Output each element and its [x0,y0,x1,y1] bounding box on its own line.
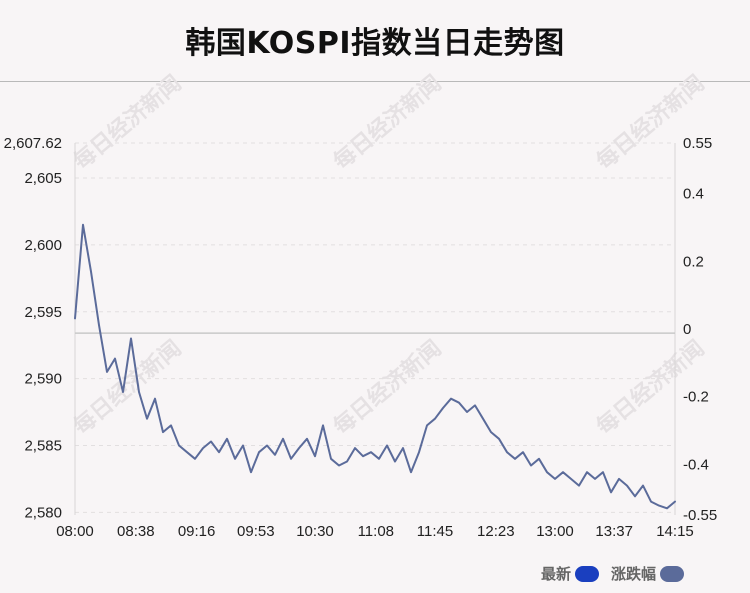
y-left-tick-label: 2,590 [24,371,62,388]
chart-title: 韩国KOSPI指数当日走势图 [185,26,565,61]
watermark-text: 每日经济新闻 [592,335,710,440]
watermark-text: 每日经济新闻 [592,70,710,175]
legend-item-latest[interactable]: 最新 [541,563,599,584]
y-right-tick-label: 0.4 [683,186,704,203]
legend-swatch-change [660,565,684,582]
y-right-tick-label: 0.55 [683,135,712,152]
x-tick-label: 08:38 [117,523,155,540]
y-left-tick-label: 2,605 [24,170,62,187]
y-right-tick-label: -0.55 [683,507,717,524]
legend-label-latest: 最新 [540,565,571,583]
x-tick-label: 08:00 [56,523,94,540]
y-left-tick-label: 2,607.62 [4,135,62,152]
watermark-text: 每日经济新闻 [69,335,187,440]
y-right-tick-label: -0.4 [683,456,709,473]
y-left-tick-label: 2,600 [24,237,62,254]
series-line [74,223,676,510]
x-tick-label: 12:23 [477,523,515,540]
title-divider [0,81,750,82]
legend-item-change[interactable]: 涨跌幅 [611,563,684,584]
y-left-tick-label: 2,595 [24,304,62,321]
y-right-tick-label: 0.2 [683,253,704,270]
x-tick-label: 11:45 [417,523,453,540]
y-right-tick-label: -0.2 [683,389,709,406]
x-tick-label: 13:37 [595,523,633,540]
x-tick-label: 09:16 [178,523,216,540]
x-tick-label: 13:00 [536,523,574,540]
legend-swatch-latest [574,565,599,582]
y-left-tick-label: 2,585 [24,437,62,454]
x-tick-label: 10:30 [296,523,334,540]
legend: 最新 涨跌幅 [541,563,684,584]
x-tick-label: 09:53 [237,523,275,540]
watermark-text: 每日经济新闻 [329,70,447,175]
x-tick-label: 11:08 [358,523,394,540]
y-right-tick-label: 0 [683,321,691,338]
watermark-text: 每日经济新闻 [69,70,187,175]
legend-label-change: 涨跌幅 [610,565,656,583]
x-tick-label: 14:15 [656,523,694,540]
y-left-tick-label: 2,580 [24,504,62,521]
